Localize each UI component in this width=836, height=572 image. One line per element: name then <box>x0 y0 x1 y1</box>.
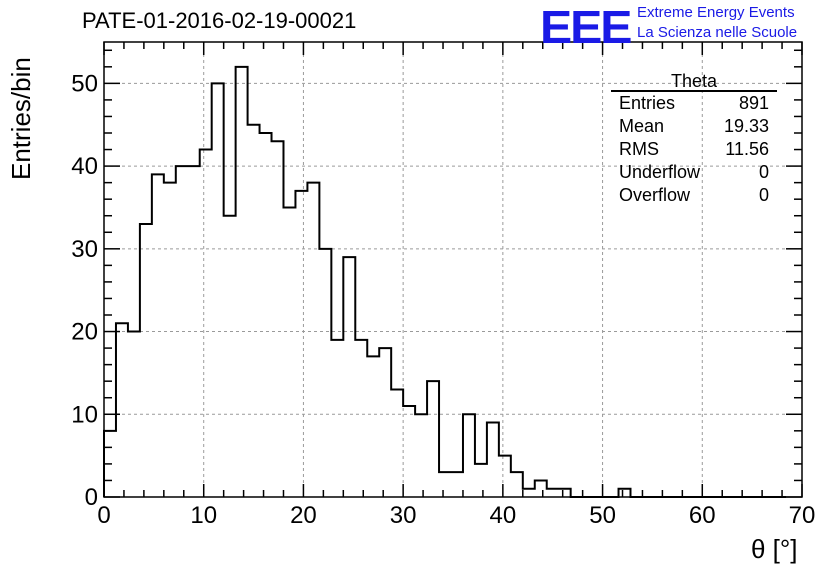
y-tick-label: 20 <box>71 319 98 346</box>
stats-row-rms: RMS 11.56 <box>611 138 777 161</box>
y-tick-label: 0 <box>85 484 98 511</box>
x-tick-label: 40 <box>490 502 517 529</box>
y-tick-label: 10 <box>71 401 98 428</box>
stats-value: 891 <box>738 93 769 113</box>
logo-caption-line1: Extreme Energy Events <box>637 4 795 21</box>
stats-label: Entries <box>619 93 676 113</box>
y-axis-label: Entries/bin <box>6 57 36 180</box>
y-tick-label: 30 <box>71 236 98 263</box>
x-axis-label: θ [°] <box>751 534 798 564</box>
x-tick-label: 0 <box>97 502 110 529</box>
stats-row-entries: Entries 891 <box>611 92 777 115</box>
logo-caption-line2: La Scienza nelle Scuole <box>637 24 798 41</box>
axis-tick-labels: 0 10 20 30 40 50 60 70 0 10 20 30 40 50 <box>71 70 815 529</box>
chart-title: PATE-01-2016-02-19-00021 <box>82 8 357 33</box>
x-tick-label: 20 <box>290 502 317 529</box>
stats-value: 19.33 <box>723 116 769 136</box>
plot-frame <box>103 41 803 498</box>
stats-label: Overflow <box>619 185 691 205</box>
stats-title: Theta <box>611 72 777 92</box>
x-tick-label: 30 <box>390 502 417 529</box>
axis-ticks <box>103 42 803 498</box>
grid-lines <box>104 42 802 497</box>
stats-value: 0 <box>758 185 769 205</box>
stats-row-underflow: Underflow 0 <box>611 161 777 184</box>
stats-value: 11.56 <box>725 139 769 159</box>
stats-label: Mean <box>619 116 665 136</box>
x-tick-label: 60 <box>689 502 716 529</box>
eee-logo: EEE <box>540 1 632 53</box>
stats-label: Underflow <box>619 162 701 182</box>
x-tick-label: 10 <box>190 502 217 529</box>
x-tick-label: 70 <box>789 502 816 529</box>
y-tick-label: 40 <box>71 153 98 180</box>
stats-row-mean: Mean 19.33 <box>611 115 777 138</box>
y-tick-label: 50 <box>71 70 98 97</box>
stats-value: 0 <box>758 162 769 182</box>
stats-label: RMS <box>619 139 659 159</box>
stats-row-overflow: Overflow 0 <box>611 184 777 207</box>
x-tick-label: 50 <box>589 502 616 529</box>
stats-box: Theta Entries 891 Mean 19.33 RMS 11.56 U… <box>611 72 777 207</box>
